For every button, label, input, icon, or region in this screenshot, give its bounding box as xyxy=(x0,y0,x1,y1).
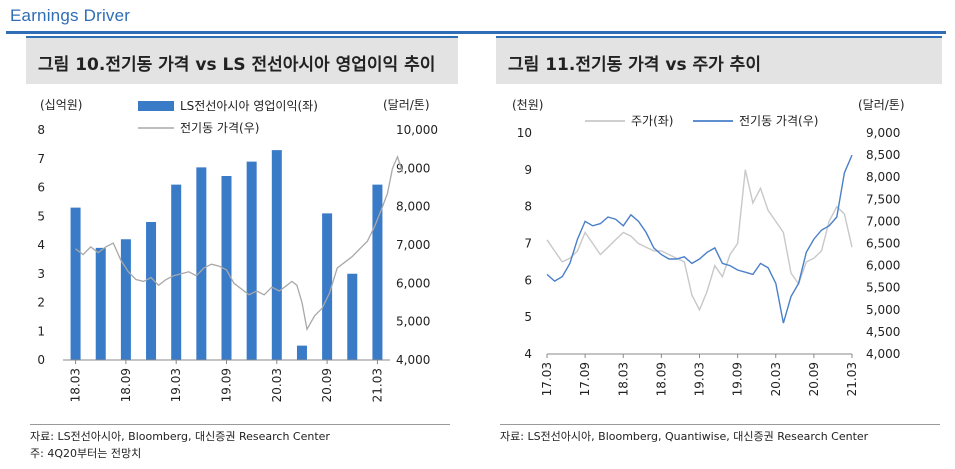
chart1-right-tick: 10,000 xyxy=(396,123,438,137)
chart2-left-tick: 5 xyxy=(524,310,532,324)
chart2-right-tick: 8,500 xyxy=(866,148,900,162)
figure11-label: 그림 11. xyxy=(508,55,576,75)
chart1-bar xyxy=(322,213,333,360)
chart2-left-unit: (천원) xyxy=(512,97,543,112)
chart1-right-tick: 6,000 xyxy=(396,276,430,290)
chart1-bar xyxy=(246,161,257,360)
chart1-bar xyxy=(95,247,106,360)
chart2-left-tick: 10 xyxy=(517,126,532,140)
chart1-x-tick-label: 21.03 xyxy=(370,368,384,402)
chart2-left-tick: 7 xyxy=(524,237,532,251)
chart2-right-tick: 5,500 xyxy=(866,281,900,295)
chart1-legend-line-label: 전기동 가격(우) xyxy=(180,121,259,135)
chart1-bar xyxy=(271,150,282,360)
section-title: Earnings Driver xyxy=(10,6,131,25)
chart1-bar xyxy=(120,239,131,360)
chart2-right-unit: (달러/톤) xyxy=(858,98,905,112)
figure10-footer-rule xyxy=(30,424,450,425)
chart1-right-tick: 4,000 xyxy=(396,353,430,367)
chart2-left-tick: 8 xyxy=(524,200,532,214)
chart1-left-tick: 8 xyxy=(37,123,45,137)
chart2-legend-copper-label: 전기동 가격(우) xyxy=(739,114,818,128)
chart2-right-tick: 4,000 xyxy=(866,347,900,361)
chart2-left-tick: 4 xyxy=(524,347,532,361)
figure10-header-rule xyxy=(26,36,458,38)
chart1-x-tick-label: 18.09 xyxy=(119,368,133,402)
chart1-x-tick-label: 19.09 xyxy=(220,368,234,402)
figure10-label: 그림 10. xyxy=(38,55,106,75)
chart1-left-tick: 4 xyxy=(37,238,45,252)
figure10-header: 그림 10.전기동 가격 vs LS 전선아시아 영업이익 추이 xyxy=(26,36,458,84)
chart2-legend-stock-label: 주가(좌) xyxy=(631,114,673,128)
chart1-bar xyxy=(221,176,232,360)
chart1-right-tick: 7,000 xyxy=(396,238,430,252)
figure10-note: 주: 4Q20부터는 전망치 xyxy=(30,447,142,460)
chart1-bar xyxy=(196,167,207,360)
chart1-legend-bar-swatch xyxy=(138,101,174,111)
chart2-right-tick: 8,000 xyxy=(866,170,900,184)
figure10-source: 자료: LS전선아시아, Bloomberg, 대신증권 Research Ce… xyxy=(30,430,330,443)
chart2-x-tick-label: 20.03 xyxy=(769,362,783,396)
chart1-left-tick: 5 xyxy=(37,209,45,223)
chart1-right-tick: 8,000 xyxy=(396,200,430,214)
chart1-right-tick: 9,000 xyxy=(396,161,430,175)
chart1-x-tick-label: 18.03 xyxy=(69,368,83,402)
chart1-left-unit: (십억원) xyxy=(40,98,82,112)
figure11-title-text: 전기동 가격 vs 주가 추이 xyxy=(575,55,761,75)
chart2-x-tick-label: 17.03 xyxy=(540,362,554,396)
chart2-left-tick: 6 xyxy=(524,273,532,287)
chart2-left-tick: 9 xyxy=(524,163,532,177)
chart2-right-tick: 4,500 xyxy=(866,325,900,339)
chart2-right-tick: 6,500 xyxy=(866,237,900,251)
chart1-bar xyxy=(146,222,157,360)
chart1-left-tick: 7 xyxy=(37,152,45,166)
chart2-x-tick-label: 18.03 xyxy=(616,362,630,396)
chart1-bar xyxy=(296,345,307,360)
chart2-right-tick: 7,500 xyxy=(866,192,900,206)
chart1-left-tick: 3 xyxy=(37,267,45,281)
chart2-stock-line xyxy=(546,169,853,312)
chart1-bar xyxy=(171,184,182,360)
chart2-x-tick-label: 21.03 xyxy=(845,362,859,396)
chart1-left-tick: 1 xyxy=(37,324,45,338)
chart1-bar xyxy=(347,273,358,360)
figure11-source: 자료: LS전선아시아, Bloomberg, Quantiwise, 대신증권… xyxy=(500,430,869,443)
chart1-legend-bar-label: LS전선아시아 영업이익(좌) xyxy=(180,99,318,113)
figure10-title-text: 전기동 가격 vs LS 전선아시아 영업이익 추이 xyxy=(105,55,436,75)
chart2-copper-line xyxy=(546,154,853,324)
chart1-right-unit: (달러/톤) xyxy=(383,98,430,112)
chart2-right-tick: 9,000 xyxy=(866,126,900,140)
section-rule xyxy=(6,31,946,34)
chart2-right-tick: 6,000 xyxy=(866,259,900,273)
chart1-left-tick: 6 xyxy=(37,181,45,195)
chart1-x-tick-label: 20.09 xyxy=(320,368,334,402)
figure11-header-rule xyxy=(496,36,942,38)
chart2-right-tick: 7,000 xyxy=(866,214,900,228)
figure11-footer-rule xyxy=(500,424,940,425)
chart2-x-tick-label: 18.09 xyxy=(654,362,668,396)
chart2-x-tick-label: 19.09 xyxy=(731,362,745,396)
chart2-x-tick-label: 19.03 xyxy=(693,362,707,396)
chart1-left-tick: 0 xyxy=(37,353,45,367)
chart2-x-tick-label: 17.09 xyxy=(578,362,592,396)
chart1-left-tick: 2 xyxy=(37,296,45,310)
figure11-title: 그림 11.전기동 가격 vs 주가 추이 xyxy=(508,50,761,75)
figure11-header: 그림 11.전기동 가격 vs 주가 추이 xyxy=(496,36,942,84)
chart1-bar xyxy=(70,207,81,360)
chart2-x-tick-label: 20.09 xyxy=(807,362,821,396)
chart1-copper-line xyxy=(75,154,404,332)
chart1-right-tick: 5,000 xyxy=(396,315,430,329)
chart1-bar xyxy=(372,184,383,360)
chart2-right-tick: 5,000 xyxy=(866,303,900,317)
chart1-x-tick-label: 20.03 xyxy=(270,368,284,402)
figure10-title: 그림 10.전기동 가격 vs LS 전선아시아 영업이익 추이 xyxy=(38,50,435,75)
chart1-x-tick-label: 19.03 xyxy=(169,368,183,402)
